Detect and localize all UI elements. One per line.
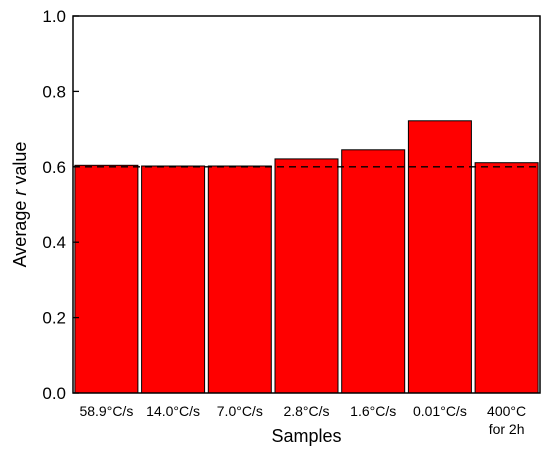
x-axis-categories: 58.9°C/s 14.0°C/s 7.0°C/s 2.8°C/s 1.6°C/s 0.0… — [79, 403, 526, 437]
x-category-label: 2.8°C/s — [283, 403, 329, 419]
bar — [274, 158, 339, 394]
y-tick-label: 0.0 — [42, 384, 66, 403]
y-tick-label: 0.8 — [42, 82, 66, 101]
y-axis-ticks: 0.0 0.2 0.4 0.6 0.8 1.0 — [42, 7, 79, 403]
y-axis-title-prefix: Average — [10, 196, 30, 268]
x-category-label: 1.6°C/s — [350, 403, 396, 419]
y-axis-title-suffix: value — [10, 142, 30, 190]
y-axis-title-italic: r — [10, 189, 30, 196]
x-category-label: 7.0°C/s — [217, 403, 263, 419]
x-category-label: 400°C for 2h — [487, 403, 526, 437]
x-axis-title: Samples — [271, 426, 341, 446]
bar — [474, 162, 539, 394]
bar — [74, 164, 139, 394]
bar — [207, 165, 272, 394]
y-tick-label: 1.0 — [42, 7, 66, 26]
x-category-label: 14.0°C/s — [146, 403, 200, 419]
y-tick-label: 0.6 — [42, 158, 66, 177]
x-category-label: 0.01°C/s — [413, 403, 467, 419]
x-category-label: 58.9°C/s — [79, 403, 133, 419]
plot-frame — [72, 15, 541, 394]
y-tick-label: 0.4 — [42, 233, 66, 252]
bar — [341, 149, 406, 394]
bars — [74, 120, 539, 394]
y-axis-title: Average r value — [10, 142, 30, 268]
bar — [407, 120, 472, 394]
bar — [141, 165, 206, 394]
y-tick-label: 0.2 — [42, 309, 66, 328]
